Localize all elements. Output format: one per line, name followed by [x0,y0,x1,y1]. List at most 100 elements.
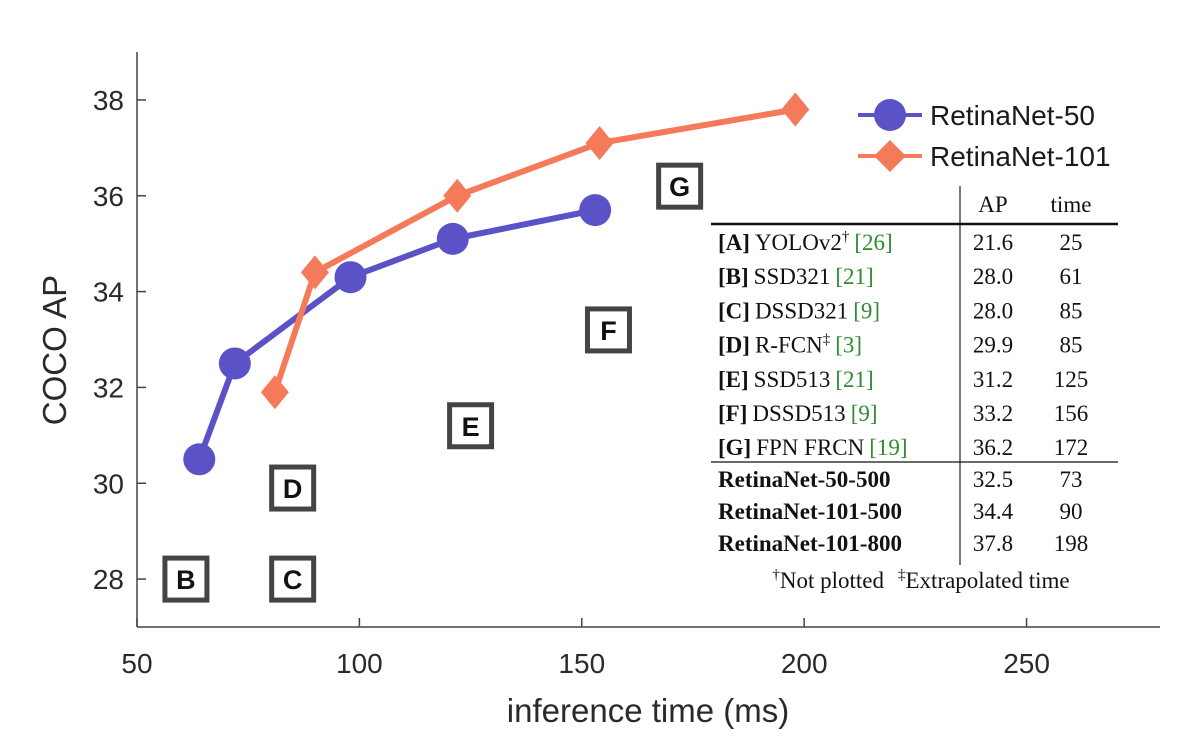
table-row-label: [F] DSSD513 [9] [718,401,878,426]
annotation-box-d [269,464,317,512]
data-point-retinanet-50 [436,222,469,255]
table-footnote: †Not plotted ‡Extrapolated time [772,567,1069,593]
table-row-label: [C] DSSD321 [9] [718,298,880,323]
data-point-retinanet-50 [334,261,367,294]
data-point-retinanet-50 [218,347,251,380]
data-point-retinanet-101 [300,255,329,290]
row-time: 125 [1054,367,1089,392]
row-name: DSSD513 [752,401,845,426]
legend-marker-retinanet-50 [874,99,906,131]
footnote-dagger-mark: † [772,567,780,583]
x-tick-label: 150 [558,648,605,679]
row-time: 85 [1060,333,1083,358]
table-row-label: [B] SSD321 [21] [718,264,874,289]
row-name: SSD513 [754,367,831,392]
retina-row-label: RetinaNet-50-500 [718,467,890,492]
row-ap: 28.0 [973,264,1013,289]
legend-marker-retinanet-101 [874,140,906,172]
row-mark: † [842,229,850,245]
y-tick-label: 38 [93,85,124,116]
row-ref: [9] [851,401,878,426]
row-name: DSSD321 [755,298,848,323]
retina-row-label: RetinaNet-101-500 [718,499,902,524]
retina-row-ap: 32.5 [973,467,1013,492]
row-mark: ‡ [823,332,831,348]
x-axis-title: inference time (ms) [507,692,789,729]
row-ref: [9] [853,298,880,323]
x-tick-label: 100 [336,648,383,679]
row-ap: 31.2 [973,367,1013,392]
row-name: R-FCN [755,333,823,358]
table-header-time: time [1051,192,1092,217]
table-row-label: [A] YOLOv2† [26] [718,229,893,255]
data-point-retinanet-101 [260,375,289,410]
row-time: 172 [1054,435,1089,460]
annotation-box-f [584,306,632,354]
table-row-label: [E] SSD513 [21] [718,367,874,392]
row-time: 85 [1060,298,1083,323]
footnote-dagger-text: Not plotted [780,568,885,593]
x-tick-label: 200 [781,648,828,679]
row-tag: [A] [718,230,750,255]
row-ap: 36.2 [973,435,1013,460]
annotation-box-c [269,555,317,603]
y-tick-label: 28 [93,564,124,595]
data-point-retinanet-101 [443,178,472,213]
retina-row-time: 198 [1054,531,1089,556]
row-tag: [C] [718,298,750,323]
annotation-label-c: C [283,565,303,595]
x-tick-label: 250 [1003,648,1050,679]
row-tag: [E] [718,367,749,392]
data-point-retinanet-50 [183,443,216,476]
row-tag: [D] [718,333,750,358]
row-time: 61 [1060,264,1083,289]
row-name: YOLOv2 [755,230,842,255]
row-name: FPN FRCN [756,435,864,460]
annotation-label-b: B [176,565,196,595]
row-ref: [26] [854,230,892,255]
annotation-label-f: F [600,316,617,346]
y-tick-label: 32 [93,372,124,403]
y-tick-label: 36 [93,181,124,212]
row-ref: [21] [835,264,873,289]
row-ref: [19] [869,435,907,460]
row-ap: 21.6 [973,230,1013,255]
annotation-label-g: G [669,172,690,202]
axis-ticks: 50 100 150 200 250 28 30 32 34 36 38 [93,85,1050,679]
row-tag: [F] [718,401,747,426]
legend-label-retinanet-101: RetinaNet-101 [930,141,1111,172]
table-rows: [A] YOLOv2† [26] 21.6 25 [B] SSD321 [21] 28.0 61 [… [718,229,1088,556]
retina-row-time: 90 [1060,499,1083,524]
y-tick-label: 34 [93,277,124,308]
retina-row-time: 73 [1060,467,1083,492]
row-ap: 28.0 [973,298,1013,323]
annotation-box-b [162,555,210,603]
retina-row-ap: 37.8 [973,531,1013,556]
row-tag: [B] [718,264,749,289]
table-row-label: [G] FPN FRCN [19] [718,435,908,460]
row-time: 156 [1054,401,1089,426]
row-ap: 33.2 [973,401,1013,426]
row-ref: [21] [835,367,873,392]
annotation-box-g [656,162,704,210]
y-axis-title: COCO AP [36,275,73,425]
y-tick-label: 30 [93,468,124,499]
table-row-label: [D] R-FCN‡ [3] [718,332,862,358]
annotation-label-d: D [283,474,303,504]
annotation-label-e: E [462,412,480,442]
retina-row-label: RetinaNet-101-800 [718,531,902,556]
footnote-ddagger-text: Extrapolated time [906,568,1070,593]
data-point-retinanet-101 [781,92,810,127]
row-tag: [G] [718,435,751,460]
row-ref: [3] [835,333,862,358]
footnote-ddagger-mark: ‡ [898,567,906,583]
row-ap: 29.9 [973,333,1013,358]
legend-label-retinanet-50: RetinaNet-50 [930,100,1095,131]
row-time: 25 [1060,230,1083,255]
x-tick-label: 50 [121,648,152,679]
legend: RetinaNet-50 RetinaNet-101 [858,99,1111,172]
annotation-boxes: B C D E F G [162,162,704,603]
comparison-table: AP time [A] YOLOv2† [26] 21.6 25[B] SSD321 [21… [711,186,1118,593]
annotation-box-e [447,402,495,450]
